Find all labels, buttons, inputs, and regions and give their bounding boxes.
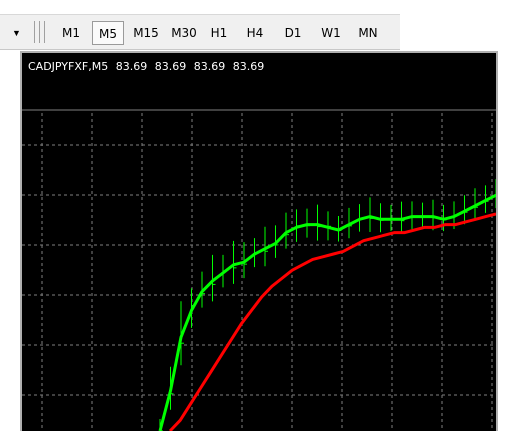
chevron-down-icon[interactable]: ▼	[12, 28, 21, 38]
chart-symbol-label: CADJPYFXF,M5	[28, 60, 109, 73]
timeframe-button-m30[interactable]: M30	[171, 26, 197, 40]
fast-moving-average-line	[158, 193, 496, 431]
timeframe-button-w1[interactable]: W1	[321, 26, 341, 40]
timeframe-button-d1[interactable]: D1	[284, 26, 302, 40]
chart-header: CADJPYFXF,M5 83.69 83.69 83.69 83.69	[28, 60, 268, 73]
timeframe-toolbar: ▼ M1 M5 M15 M30 H1 H4 D1 W1 MN	[0, 14, 400, 50]
toolbar-separator	[44, 21, 45, 43]
chart-canvas[interactable]	[22, 53, 496, 431]
timeframe-button-h4[interactable]: H4	[246, 26, 264, 40]
slow-moving-average-line	[168, 212, 496, 431]
timeframe-button-h1[interactable]: H1	[210, 26, 228, 40]
timeframe-button-m15[interactable]: M15	[133, 26, 159, 40]
chart-close-value: 83.69	[232, 60, 265, 73]
chart-low-value: 83.69	[193, 60, 226, 73]
toolbar-empty-area	[400, 14, 509, 50]
price-chart[interactable]: CADJPYFXF,M5 83.69 83.69 83.69 83.69	[22, 53, 496, 431]
toolbar-grip-handle[interactable]	[34, 21, 40, 43]
timeframe-button-m5[interactable]: M5	[92, 21, 124, 45]
chart-open-value: 83.69	[115, 60, 148, 73]
timeframe-button-m1[interactable]: M1	[62, 26, 80, 40]
chart-high-value: 83.69	[154, 60, 187, 73]
timeframe-button-mn[interactable]: MN	[358, 26, 378, 40]
